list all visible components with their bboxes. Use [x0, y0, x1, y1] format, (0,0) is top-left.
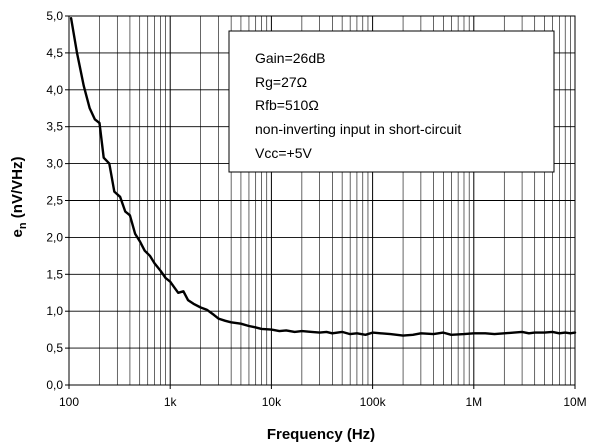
annotation-frame [228, 30, 555, 173]
y-tick-label: 0,0 [46, 378, 63, 392]
annotation-gain: Gain=26dB [255, 50, 325, 66]
y-tick-label: 1,5 [46, 267, 63, 281]
annotation-box: Gain=26dB Rg=27Ω Rfb=510Ω non-inverting … [228, 30, 555, 173]
y-axis-title-symbol: e [9, 229, 26, 237]
y-tick-label: 4,5 [46, 46, 63, 60]
y-tick-label: 1,0 [46, 304, 63, 318]
y-axis-title-subscript: n [17, 222, 29, 229]
y-tick-label: 2,0 [46, 230, 63, 244]
x-tick-label: 1k [164, 395, 178, 409]
y-tick-label: 3,0 [46, 157, 63, 171]
y-axis-title-unit: (nV/VHz) [9, 157, 26, 223]
y-tick-labels: 0,0 0,5 1,0 1,5 2,0 2,5 3,0 3,5 4,0 4,5 5,0 [46, 9, 69, 392]
x-tick-labels: 100 1k 10k 100k 1M 10M [59, 385, 587, 409]
annotation-input: non-inverting input in short-circuit [255, 121, 461, 137]
x-axis-title: Frequency (Hz) [267, 426, 375, 443]
y-tick-label: 0,5 [46, 341, 63, 355]
y-axis-title: en (nV/VHz) [9, 157, 29, 238]
annotation-vcc: Vcc=+5V [255, 145, 312, 161]
plot-line-layer [69, 17, 577, 337]
y-tick-label: 3,5 [46, 120, 63, 134]
annotation-rg: Rg=27Ω [255, 74, 307, 90]
noise-series-line [69, 17, 577, 337]
x-tick-label: 10k [262, 395, 282, 409]
x-tick-label: 100 [59, 395, 79, 409]
annotation-rfb: Rfb=510Ω [255, 97, 319, 113]
y-tick-label: 2,5 [46, 194, 63, 208]
x-tick-label: 100k [360, 395, 387, 409]
y-tick-label: 4,0 [46, 83, 63, 97]
x-tick-label: 10M [563, 395, 586, 409]
y-tick-label: 5,0 [46, 9, 63, 23]
x-tick-label: 1M [465, 395, 482, 409]
